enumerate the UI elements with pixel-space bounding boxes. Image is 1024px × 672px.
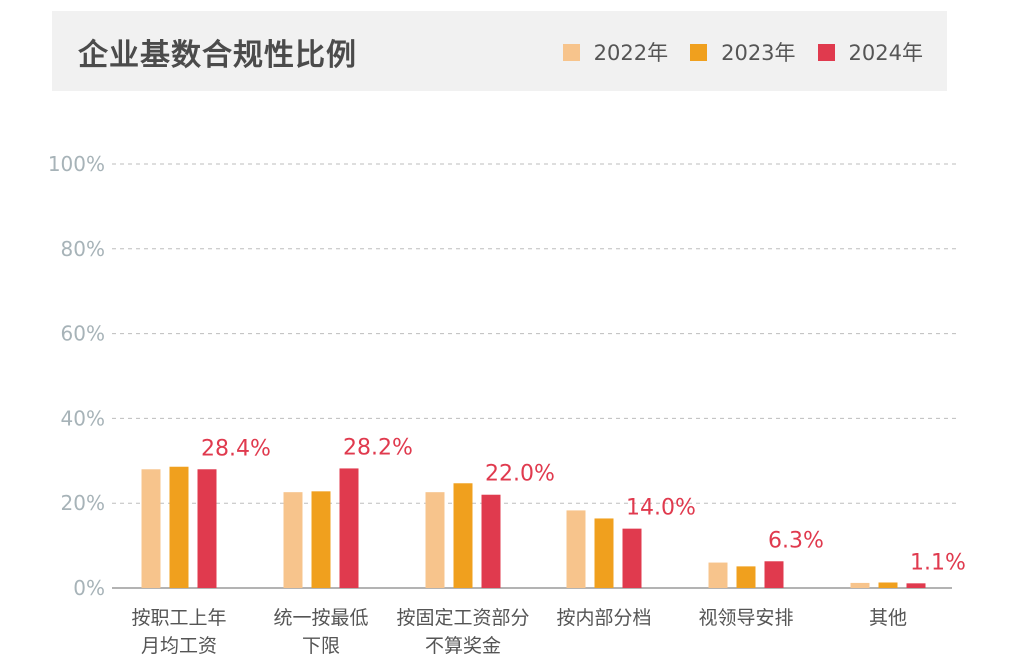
legend-label-2024: 2024年 bbox=[848, 41, 923, 65]
legend-swatch-2022 bbox=[562, 43, 580, 61]
bar-2024年-0 bbox=[197, 469, 217, 588]
legend-item-2022: 2022年 bbox=[562, 37, 669, 67]
bar-2022年-1 bbox=[283, 492, 303, 588]
bar-2023年-1 bbox=[311, 491, 331, 588]
bar-2024年-2 bbox=[481, 494, 501, 588]
bar-2023年-4 bbox=[736, 566, 756, 588]
bar-2022年-2 bbox=[425, 492, 445, 588]
legend: 2022年 2023年 2024年 bbox=[562, 37, 923, 67]
legend-item-2023: 2023年 bbox=[690, 37, 796, 67]
data-label: 14.0% bbox=[626, 496, 696, 521]
data-label: 28.4% bbox=[201, 436, 271, 461]
data-label: 28.2% bbox=[343, 435, 413, 460]
legend-swatch-2024 bbox=[817, 43, 835, 61]
bar-2022年-5 bbox=[850, 582, 870, 588]
bar-2024年-5 bbox=[906, 583, 926, 588]
y-tick-label: 40% bbox=[61, 406, 105, 430]
bar-2023年-3 bbox=[594, 518, 614, 588]
x-tick-label: 统一按最低 bbox=[273, 607, 368, 629]
y-tick-label: 0% bbox=[73, 576, 105, 600]
y-tick-label: 100% bbox=[48, 152, 105, 176]
x-tick-label: 月均工资 bbox=[141, 635, 217, 657]
data-label: 22.0% bbox=[485, 462, 555, 487]
bar-2022年-3 bbox=[566, 510, 586, 588]
x-tick-label: 其他 bbox=[869, 607, 907, 629]
x-tick-label: 视领导安排 bbox=[698, 607, 793, 629]
bar-2023年-5 bbox=[878, 582, 898, 588]
bar-2024年-4 bbox=[764, 561, 784, 588]
data-label: 1.1% bbox=[910, 550, 966, 575]
chart-title: 企业基数合规性比例 bbox=[78, 38, 357, 73]
x-tick-label: 按职工上年 bbox=[131, 607, 226, 629]
bar-2024年-3 bbox=[622, 528, 642, 588]
y-tick-label: 80% bbox=[61, 237, 105, 261]
bar-2022年-0 bbox=[141, 469, 161, 588]
legend-label-2023: 2023年 bbox=[721, 41, 796, 65]
x-tick-label: 按固定工资部分 bbox=[396, 607, 529, 629]
chart-header: 企业基数合规性比例 2022年 2023年 2024年 bbox=[52, 11, 947, 91]
bar-2022年-4 bbox=[708, 562, 728, 588]
legend-item-2024: 2024年 bbox=[817, 37, 923, 67]
data-label: 6.3% bbox=[768, 528, 824, 553]
legend-label-2022: 2022年 bbox=[593, 41, 669, 65]
y-tick-label: 20% bbox=[61, 491, 105, 515]
bar-2023年-2 bbox=[453, 483, 473, 588]
y-tick-label: 60% bbox=[61, 322, 105, 346]
bar-2024年-1 bbox=[339, 468, 359, 588]
x-tick-label: 下限 bbox=[302, 635, 340, 657]
x-tick-label: 不算奖金 bbox=[425, 635, 501, 657]
bar-2023年-0 bbox=[169, 466, 189, 588]
x-tick-label: 按内部分档 bbox=[556, 607, 651, 629]
legend-swatch-2023 bbox=[690, 43, 708, 61]
